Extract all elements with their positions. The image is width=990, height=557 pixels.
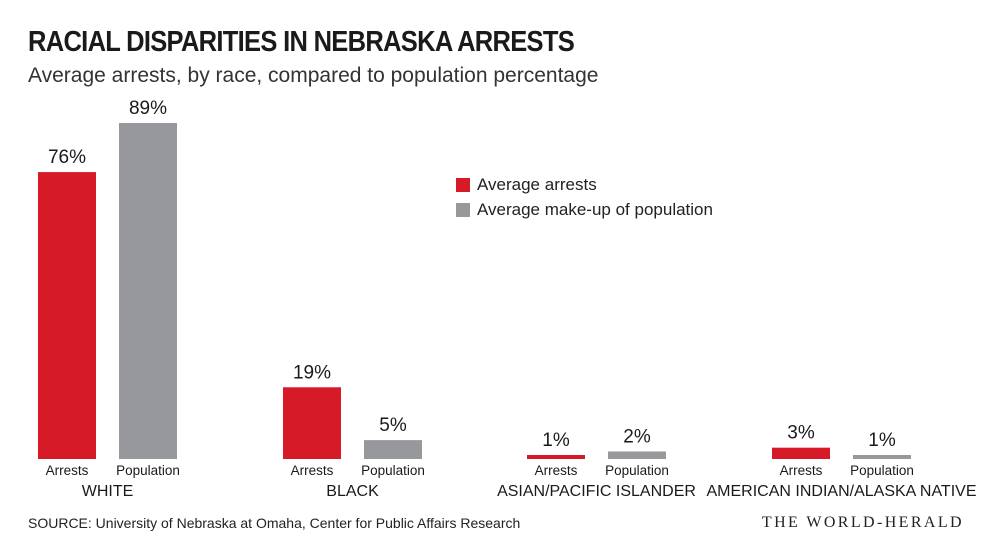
legend-label-arrests: Average arrests xyxy=(477,174,597,194)
bar-label: Population xyxy=(361,463,425,478)
bar-label: Population xyxy=(116,463,180,478)
bar xyxy=(38,172,96,459)
legend-swatch-gray xyxy=(456,202,470,217)
bar-label: Arrests xyxy=(46,463,89,478)
bar-label: Arrests xyxy=(780,463,823,478)
data-label: 19% xyxy=(293,362,331,383)
bar xyxy=(772,447,830,459)
bar-label: Arrests xyxy=(291,463,334,478)
bar xyxy=(283,387,341,459)
legend-label-population: Average make-up of population xyxy=(477,199,713,219)
legend-swatch-red xyxy=(456,177,470,192)
legend: Average arrests Average make-up of popul… xyxy=(456,172,713,222)
category-label: ASIAN/PACIFIC ISLANDER xyxy=(497,483,696,500)
bar xyxy=(364,440,422,459)
data-label: 5% xyxy=(379,415,407,436)
source-note: SOURCE: University of Nebraska at Omaha,… xyxy=(28,515,521,531)
legend-item-arrests: Average arrests xyxy=(456,172,713,197)
bar-label: Population xyxy=(605,463,669,478)
category-label: AMERICAN INDIAN/ALASKA NATIVE xyxy=(707,483,977,500)
legend-item-population: Average make-up of population xyxy=(456,197,713,222)
category-label: WHITE xyxy=(82,483,134,500)
publisher-logo: THE WORLD-HERALD xyxy=(761,514,964,531)
category-label: BLACK xyxy=(326,483,379,500)
bar xyxy=(853,455,911,459)
bar-label: Arrests xyxy=(535,463,578,478)
data-label: 76% xyxy=(48,147,86,168)
data-label: 1% xyxy=(542,430,570,451)
data-label: 3% xyxy=(787,423,815,444)
chart-title: RACIAL DISPARITIES IN NEBRASKA ARRESTS xyxy=(28,26,575,58)
bar xyxy=(527,455,585,459)
bar-label: Population xyxy=(850,463,914,478)
bar xyxy=(119,123,177,459)
data-label: 1% xyxy=(868,430,896,451)
data-label: 2% xyxy=(623,426,651,447)
data-label: 89% xyxy=(129,98,167,119)
chart-subtitle: Average arrests, by race, compared to po… xyxy=(28,64,599,87)
bar xyxy=(608,451,666,459)
